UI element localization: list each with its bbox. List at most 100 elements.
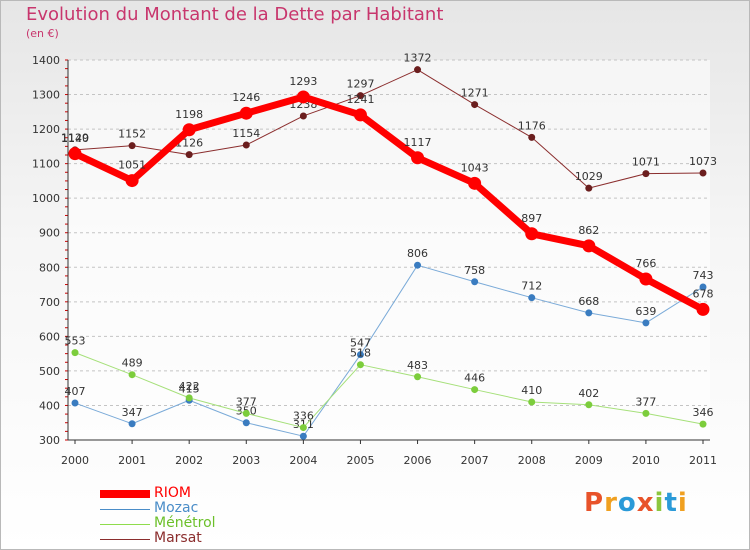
y-tick-label: 700	[39, 296, 60, 309]
series-line-riom	[73, 93, 705, 313]
data-point-marsat	[356, 92, 364, 100]
legend-swatch	[100, 508, 150, 510]
x-tick-label: 2005	[346, 454, 374, 467]
data-label-riom: 766	[635, 257, 656, 270]
data-point-mozac	[471, 278, 479, 286]
data-label-riom: 1051	[118, 159, 146, 172]
data-point-menetrol	[242, 409, 250, 417]
data-label-riom: 862	[578, 224, 599, 237]
y-tick-label: 400	[39, 399, 60, 412]
y-tick-label: 1000	[32, 192, 60, 205]
logo-letter: t	[664, 488, 678, 518]
logo-letter: r	[604, 488, 618, 518]
data-point-mozac	[528, 294, 536, 302]
data-label-riom: 1043	[461, 161, 489, 174]
legend-label: Mozac	[154, 500, 199, 516]
data-label-marsat: 1176	[518, 119, 546, 132]
y-tick-label: 900	[39, 227, 60, 240]
data-point-mozac	[128, 420, 136, 428]
data-point-menetrol	[185, 394, 193, 402]
data-point-marsat	[699, 169, 707, 177]
proxiti-logo: Proxiti	[584, 488, 688, 518]
data-point-mozac	[242, 419, 250, 427]
data-label-marsat: 1154	[232, 127, 260, 140]
data-point-menetrol	[585, 401, 593, 409]
data-point-mozac	[585, 309, 593, 317]
data-point-riom	[696, 302, 710, 316]
data-point-marsat	[128, 142, 136, 150]
data-label-mozac: 347	[122, 406, 143, 419]
data-point-marsat	[414, 66, 422, 74]
data-point-marsat	[185, 151, 193, 159]
data-label-mozac: 668	[578, 295, 599, 308]
data-label-marsat: 1372	[404, 52, 432, 65]
data-label-riom: 1293	[289, 75, 317, 88]
data-point-menetrol	[699, 420, 707, 428]
data-point-menetrol	[414, 373, 422, 381]
data-point-riom	[296, 90, 310, 104]
series-line-marsat	[74, 69, 704, 189]
series-menetrol: 553 489 422 377 336 518 483 446 410 402 377 346	[65, 335, 714, 432]
data-label-riom: 1117	[404, 136, 432, 149]
data-label-mozac: 407	[65, 385, 86, 398]
data-label-mozac: 712	[521, 280, 542, 293]
data-label-marsat: 1071	[632, 156, 660, 169]
data-label-mozac: 547	[350, 337, 371, 350]
data-label-menetrol: 346	[693, 406, 714, 419]
data-label-riom: 678	[693, 287, 714, 300]
data-point-marsat	[242, 141, 250, 149]
chart-subtitle: (en €)	[26, 27, 59, 40]
x-tick-label: 2009	[575, 454, 603, 467]
logo-letter: P	[584, 488, 605, 518]
y-tick-label: 1200	[32, 123, 60, 136]
data-point-mozac	[299, 432, 307, 440]
y-tick-label: 800	[39, 261, 60, 274]
data-point-menetrol	[642, 409, 650, 417]
data-label-menetrol: 518	[350, 347, 371, 360]
data-label-marsat: 1073	[689, 155, 717, 168]
series-riom: 1129 1051 1198 1246 1293 1241 1117 1043 897 862 76…	[61, 75, 714, 316]
data-label-mozac: 415	[179, 382, 200, 395]
data-label-menetrol: 410	[521, 384, 542, 397]
data-point-marsat	[585, 184, 593, 192]
data-point-riom	[468, 176, 482, 190]
data-label-riom: 1241	[346, 93, 374, 106]
data-label-menetrol: 402	[578, 387, 599, 400]
plot-area	[68, 60, 710, 440]
data-label-menetrol: 446	[464, 372, 485, 385]
data-point-riom	[411, 151, 425, 165]
x-tick-label: 2006	[404, 454, 432, 467]
x-tick-label: 2011	[689, 454, 717, 467]
legend-label: Ménétrol	[154, 515, 216, 531]
legend-swatch	[100, 523, 150, 525]
data-label-riom: 1198	[175, 108, 203, 121]
data-label-marsat: 1029	[575, 170, 603, 183]
data-label-menetrol: 553	[65, 335, 86, 348]
x-tick-label: 2002	[175, 454, 203, 467]
data-label-riom: 1129	[61, 132, 89, 145]
data-point-menetrol	[356, 361, 364, 369]
legend-item-marsat: Marsat	[100, 530, 300, 547]
x-tick-label: 2000	[61, 454, 89, 467]
data-label-riom: 897	[521, 212, 542, 225]
x-tick-label: 2004	[289, 454, 317, 467]
data-point-mozac	[414, 261, 422, 269]
logo-letter: i	[654, 488, 665, 518]
x-tick-label: 2007	[461, 454, 489, 467]
legend-label: Marsat	[154, 530, 202, 546]
data-label-menetrol: 489	[122, 357, 143, 370]
data-label-marsat: 1297	[346, 78, 374, 91]
data-label-mozac: 806	[407, 247, 428, 260]
data-point-riom	[353, 108, 367, 122]
series-line-mozac	[74, 264, 704, 437]
y-tick-label: 500	[39, 365, 60, 378]
data-label-mozac: 758	[464, 264, 485, 277]
data-label-mozac: 639	[635, 305, 656, 318]
y-tick-label: 1100	[32, 158, 60, 171]
data-label-menetrol: 422	[179, 380, 200, 393]
logo-letter: x	[636, 488, 655, 518]
legend-swatch	[100, 490, 150, 498]
data-point-riom	[639, 272, 653, 286]
x-tick-label: 2001	[118, 454, 146, 467]
